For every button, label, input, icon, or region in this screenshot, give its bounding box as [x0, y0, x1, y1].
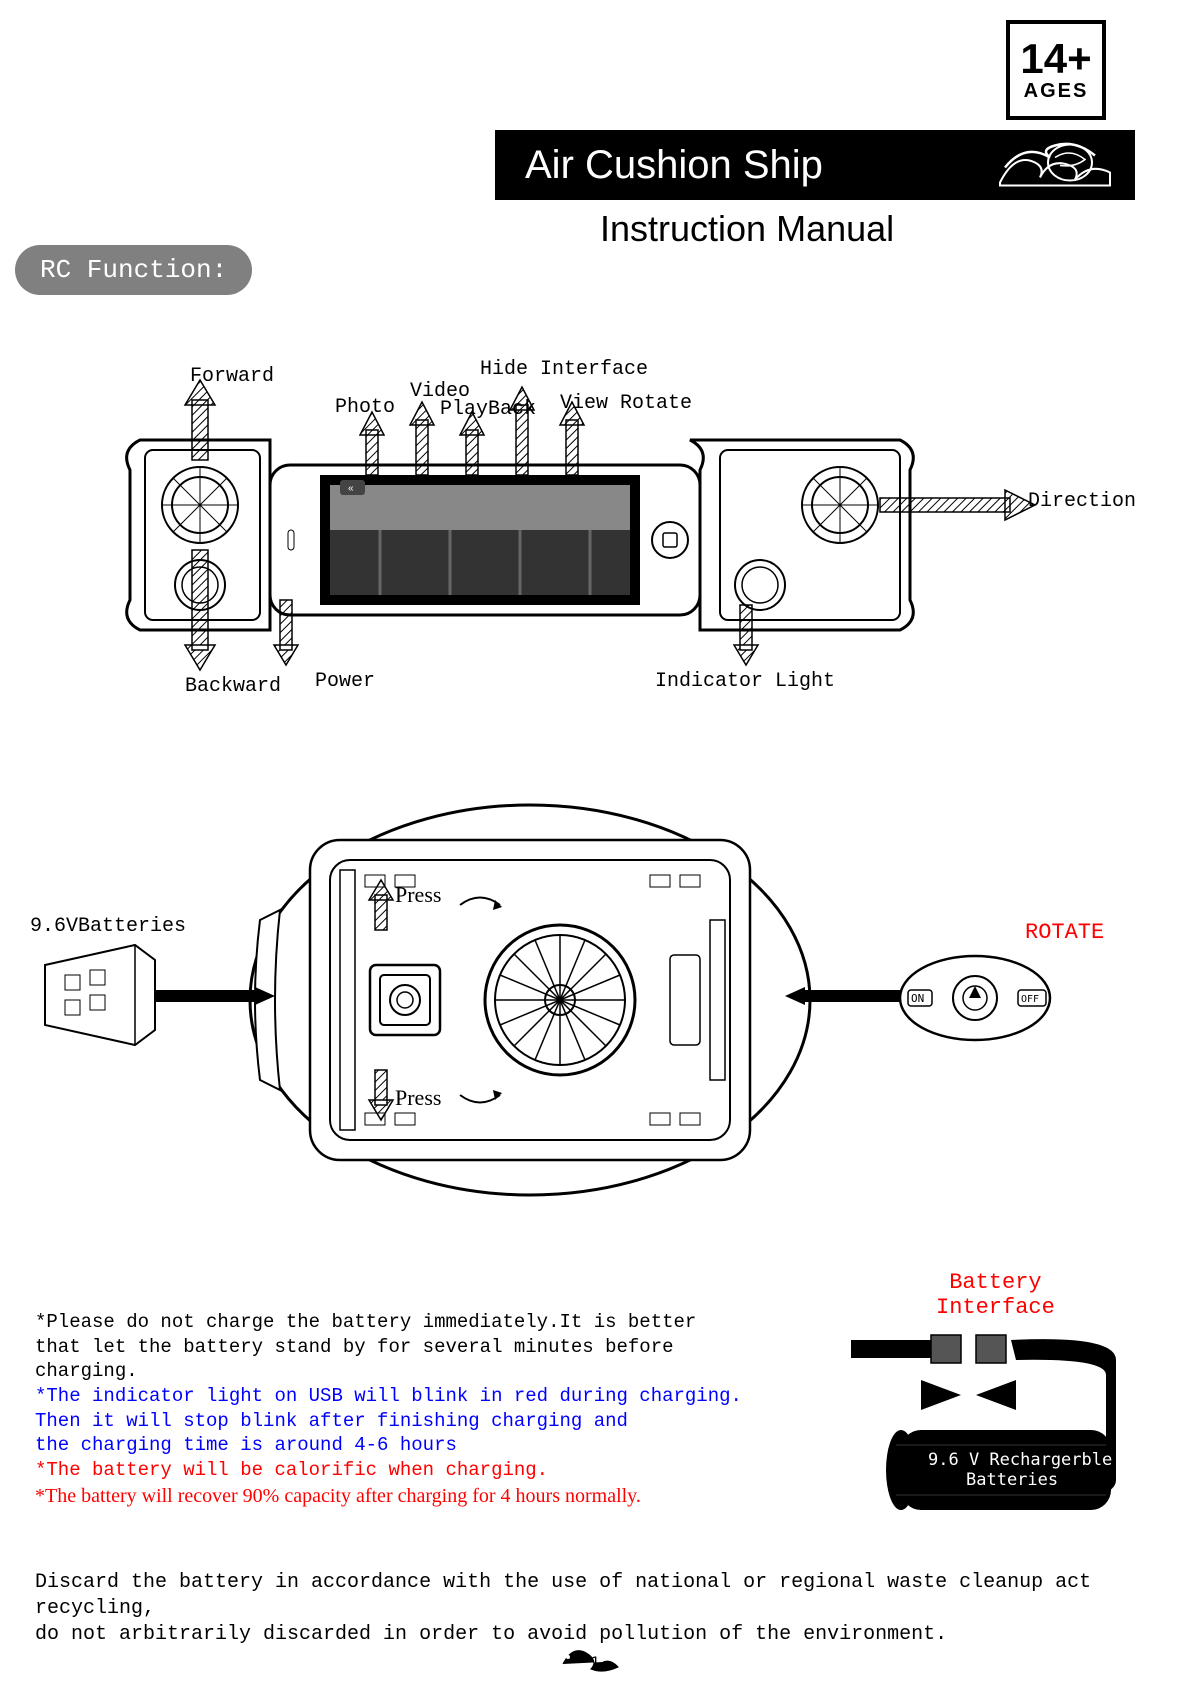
label-press-2: Press: [395, 1085, 441, 1111]
svg-text:9.6 V Rechargerble: 9.6 V Rechargerble: [928, 1450, 1112, 1470]
battery-interface-diagram: Battery Interface 9.6 V Rechargerble Bat…: [846, 1280, 1126, 1530]
note-1: *Please do not charge the battery immedi…: [35, 1310, 795, 1384]
age-number: 14+: [1020, 38, 1091, 80]
note-4: *The battery will recover 90% capacity a…: [35, 1483, 795, 1509]
label-rotate: ROTATE: [1025, 920, 1104, 945]
note-2: *The indicator light on USB will blink i…: [35, 1384, 795, 1458]
label-hideinterface: Hide Interface: [480, 358, 648, 381]
svg-text:OFF: OFF: [1021, 994, 1039, 1005]
ship-diagram: ON OFF 9.6VBatteries ROTATE Press Press: [30, 790, 1160, 1210]
label-battery-interface: Battery Interface: [936, 1270, 1055, 1320]
label-direction: Direction: [1028, 490, 1136, 513]
note-3: *The battery will be calorific when char…: [35, 1458, 795, 1483]
label-power: Power: [315, 670, 375, 693]
title-text: Air Cushion Ship: [525, 143, 823, 188]
label-press-1: Press: [395, 882, 441, 908]
svg-text:Batteries: Batteries: [966, 1470, 1058, 1490]
page-footer: 1: [553, 1629, 633, 1684]
label-photo: Photo: [335, 396, 395, 419]
label-forward: Forward: [190, 365, 274, 388]
subtitle: Instruction Manual: [600, 208, 894, 250]
svg-text:ON: ON: [911, 992, 924, 1005]
title-bar: Air Cushion Ship: [495, 130, 1135, 200]
label-backward: Backward: [185, 675, 281, 698]
svg-text:«: «: [348, 483, 354, 494]
page-number: 1: [591, 1655, 599, 1671]
label-indicatorlight: Indicator Light: [655, 670, 835, 693]
age-badge: 14+ AGES: [1006, 20, 1106, 120]
section-title: RC Function:: [15, 245, 252, 295]
wave-icon: [995, 138, 1115, 193]
charging-notes: *Please do not charge the battery immedi…: [35, 1310, 795, 1509]
label-playback: PlayBack: [440, 398, 536, 421]
age-label: AGES: [1024, 80, 1089, 103]
label-viewrotate: View Rotate: [560, 392, 692, 415]
label-96v-batteries: 9.6VBatteries: [30, 915, 186, 938]
controller-diagram: «: [70, 350, 1120, 710]
